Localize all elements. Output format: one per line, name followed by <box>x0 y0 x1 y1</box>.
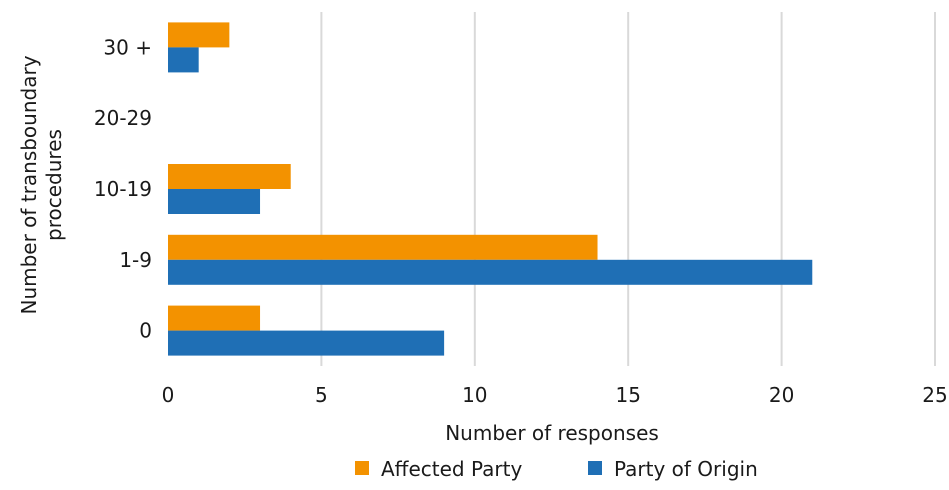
y-tick-label: 1-9 <box>119 248 152 272</box>
y-tick-label: 10-19 <box>94 177 152 201</box>
legend-label-affected-party: Affected Party <box>381 457 522 481</box>
legend-item-affected-party: Affected Party <box>355 457 522 481</box>
legend: Affected Party Party of Origin <box>355 457 758 481</box>
x-tick-label: 15 <box>615 383 640 407</box>
bar-affected-party <box>168 234 598 260</box>
legend-label-party-of-origin: Party of Origin <box>614 457 758 481</box>
legend-item-party-of-origin: Party of Origin <box>588 457 758 481</box>
x-axis-ticks: 0 5 10 15 20 25 <box>162 383 948 407</box>
bar-party-of-origin <box>168 330 445 356</box>
x-tick-label: 0 <box>162 383 175 407</box>
bar-affected-party <box>168 164 291 189</box>
x-tick-label: 25 <box>922 383 947 407</box>
legend-swatch-party-of-origin <box>588 461 602 475</box>
y-axis-ticks: 30 + 20-29 10-19 1-9 0 <box>94 35 152 342</box>
y-tick-label: 30 + <box>103 35 152 59</box>
x-axis-title: Number of responses <box>445 421 659 445</box>
y-tick-label: 20-29 <box>94 106 152 130</box>
x-tick-label: 10 <box>462 383 487 407</box>
gridlines <box>320 12 936 366</box>
legend-swatch-affected-party <box>355 461 369 475</box>
bars <box>168 22 813 356</box>
y-axis-title-line-2: procedures <box>42 129 66 241</box>
y-tick-label: 0 <box>139 319 152 343</box>
x-tick-label: 5 <box>315 383 328 407</box>
x-tick-label: 20 <box>769 383 794 407</box>
bar-party-of-origin <box>168 259 813 285</box>
bar-party-of-origin <box>168 189 261 214</box>
y-axis-title-line-1: Number of transboundary <box>17 55 41 314</box>
bar-party-of-origin <box>168 47 199 73</box>
y-axis-title: Number of transboundary procedures <box>17 55 66 314</box>
bar-affected-party <box>168 305 261 331</box>
bar-affected-party <box>168 22 230 48</box>
